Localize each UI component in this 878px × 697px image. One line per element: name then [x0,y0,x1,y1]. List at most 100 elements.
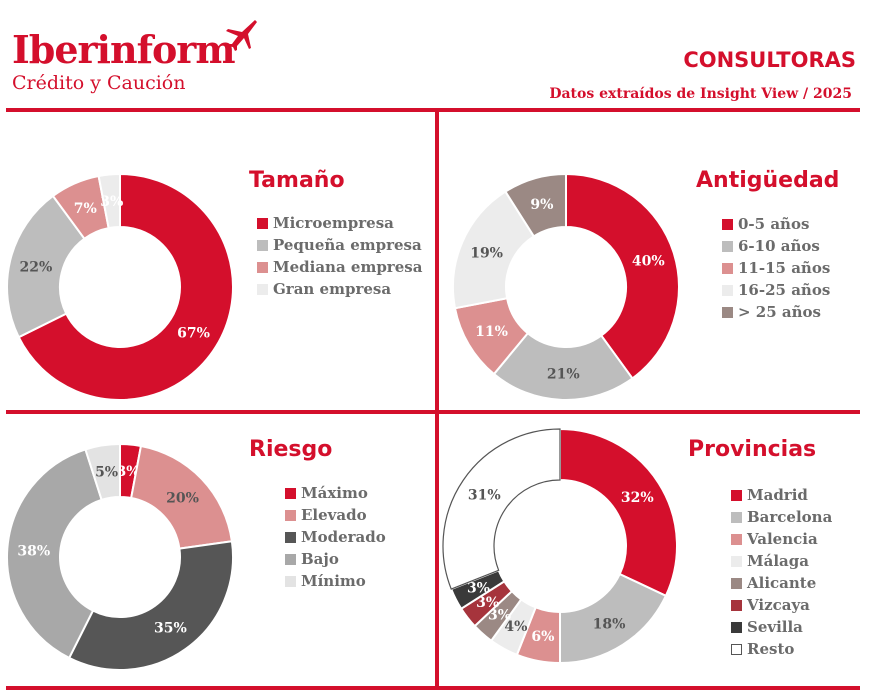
donut-chart-tamano: 67% 22% 7% 3% [6,172,234,401]
slice-25-anos [504,172,567,238]
legend-label: 0-5 años [738,215,810,233]
slice-microempresa [17,172,234,401]
legend-item-resto: Resto [731,638,832,660]
slice-label-vizcaya: 3% [476,595,499,611]
legend-item-alicante: Alicante [731,572,832,594]
legend-item-madrid: Madrid [731,484,832,506]
donut-chart-provincias: 32%18%6%4%3%3%3%31% [442,427,678,665]
bottom-divider [6,686,860,690]
legend-item-6-10-anos: 6-10 años [722,235,830,257]
legend-label: Mínimo [301,572,366,590]
legend-item-barcelona: Barcelona [731,506,832,528]
legend-item-minimo: Mínimo [285,570,386,592]
slice-label-gran-empresa: 3% [100,194,123,210]
legend-swatch [285,509,296,521]
slice-label-barcelona: 18% [593,616,626,632]
legend-label: Máximo [301,484,368,502]
legend-item-maximo: Máximo [285,482,386,504]
legend-item-microempresa: Microempresa [257,212,422,234]
legend-item-16-25-anos: 16-25 años [722,279,830,301]
legend-label: Vizcaya [747,596,810,614]
donut-chart-antiguedad: 40% 21% 11% 19% 9% [452,172,680,401]
legend-label: 16-25 años [738,281,831,299]
slice-label-6-10-anos: 21% [547,366,580,382]
legend-label: Barcelona [747,508,833,526]
legend-swatch [285,575,296,587]
legend-swatch [731,511,742,523]
slice-label-mediana-empresa: 7% [74,201,97,217]
legend-tamano: Microempresa Pequeña empresa Mediana empre… [257,212,422,300]
legend-label: 11-15 años [738,259,831,277]
slice-bajo [6,448,103,660]
slice-label-minimo: 5% [95,465,118,481]
chart-title-antiguedad: Antigüedad [696,168,840,193]
legend-label: 6-10 años [738,237,820,255]
legend-swatch [257,261,268,273]
legend-swatch [722,218,733,230]
legend-label: Gran empresa [273,280,392,298]
legend-swatch [731,533,742,545]
chart-title-provincias: Provincias [688,437,817,462]
slice-resto [442,428,561,590]
slice-minimo [84,442,121,502]
slice-label-moderado: 35% [154,620,187,636]
legend-swatch [257,217,268,229]
slice-label-madrid: 32% [621,490,654,506]
slice-label-elevado: 20% [166,490,199,506]
legend-label: Mediana empresa [273,258,423,276]
legend-label: Málaga [747,552,809,570]
legend-antiguedad: 0-5 años 6-10 años 11-15 años 16-25 años > 2… [722,213,830,323]
legend-item-sevilla: Sevilla [731,616,832,638]
legend-swatch [722,284,733,296]
donut-chart-riesgo: 3% 20% 35% 38% 5% [6,442,234,671]
brand-logo: Iberinform Crédito y Caución [12,30,236,95]
legend-swatch [731,599,742,611]
legend-item-vizcaya: Vizcaya [731,594,832,616]
legend-item-mediana-empresa: Mediana empresa [257,256,422,278]
legend-label: Valencia [747,530,818,548]
legend-label: Resto [747,640,795,658]
legend-riesgo: Máximo Elevado Moderado Bajo Mínimo [285,482,386,592]
legend-swatch [731,621,742,633]
slice-label-malaga: 4% [504,619,527,635]
legend-swatch [722,306,733,318]
legend-swatch [285,487,296,499]
slice-label-11-15-anos: 11% [475,324,508,340]
chart-title-riesgo: Riesgo [249,437,333,462]
legend-item-malaga: Málaga [731,550,832,572]
slice-pequena-empresa [6,194,86,339]
legend-label: Sevilla [747,618,803,636]
legend-swatch [731,489,742,501]
legend-label: Bajo [301,550,339,568]
legend-label: > 25 años [738,303,821,321]
slice-gran-empresa [97,172,121,230]
legend-item-25-anos: > 25 años [722,301,830,323]
slice-label-bajo: 38% [17,543,50,559]
legend-item-0-5-anos: 0-5 años [722,213,830,235]
legend-swatch [722,240,733,252]
legend-swatch [285,553,296,565]
legend-swatch [731,577,742,589]
legend-label: Madrid [747,486,808,504]
plane-icon [226,20,257,51]
slice-label-microempresa: 67% [177,326,210,342]
legend-item-valencia: Valencia [731,528,832,550]
legend-label: Alicante [747,574,817,592]
slice-label-sevilla: 3% [467,581,490,597]
slice-label-resto: 31% [468,488,501,504]
legend-label: Pequeña empresa [273,236,422,254]
legend-label: Elevado [301,506,367,524]
legend-swatch [285,531,296,543]
legend-item-11-15-anos: 11-15 años [722,257,830,279]
slice-0-5-anos [565,172,680,380]
brand-subtitle: Crédito y Caución [12,72,186,94]
slice-label-0-5-anos: 40% [632,253,665,269]
slice-label-alicante: 3% [488,608,511,624]
top-divider [6,108,860,112]
slice-label-25-anos: 9% [530,197,553,213]
legend-label: Moderado [301,528,386,546]
chart-title-tamano: Tamaño [249,168,345,193]
legend-item-pequena-empresa: Pequeña empresa [257,234,422,256]
slice-label-pequena-empresa: 22% [20,260,53,276]
legend-swatch [257,239,268,251]
